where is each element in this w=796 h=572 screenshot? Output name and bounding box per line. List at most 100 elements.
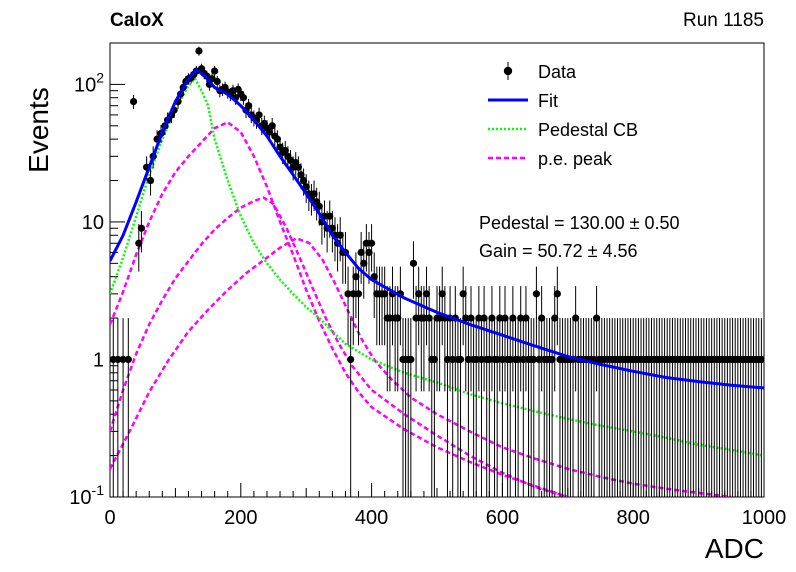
data-point (354, 266, 363, 346)
legend-label: p.e. peak (538, 149, 613, 169)
data-point (135, 224, 143, 272)
data-marker (456, 355, 465, 364)
data-point (365, 231, 373, 284)
data-point (394, 286, 402, 392)
data-marker (294, 163, 302, 171)
data-marker (459, 290, 467, 298)
data-marker (124, 355, 132, 364)
data-point (548, 318, 556, 497)
data-marker (472, 355, 480, 364)
data-marker (354, 290, 363, 298)
data-marker (532, 290, 541, 298)
y-axis-title: Events (23, 87, 54, 173)
data-marker (352, 273, 360, 281)
data-point (449, 318, 457, 497)
data-marker (349, 290, 357, 298)
data-marker (211, 67, 219, 75)
legend-entry: p.e. peak (488, 149, 613, 169)
data-point (456, 318, 465, 497)
data-marker (326, 212, 334, 220)
data-marker (572, 314, 580, 322)
data-point (592, 286, 601, 392)
data-point (757, 318, 764, 497)
data-point (519, 318, 527, 497)
pe-peak-curve (110, 196, 569, 497)
data-point (119, 318, 127, 497)
data-marker (464, 355, 472, 364)
data-point (538, 286, 546, 392)
data-marker (394, 314, 402, 322)
data-point (488, 286, 496, 392)
data-point (572, 286, 580, 392)
data-point (211, 65, 219, 77)
y-tick-label: 102 (74, 69, 104, 96)
data-marker (592, 314, 601, 322)
data-marker (438, 290, 446, 298)
pedestal-annotation: Pedestal = 130.00 ± 0.50 (479, 213, 680, 233)
data-marker (310, 190, 318, 198)
data-point (496, 286, 504, 392)
x-tick-label: 800 (617, 507, 650, 529)
data-marker (265, 128, 274, 136)
data-point (381, 266, 389, 346)
legend-entry: Data (503, 62, 577, 82)
data-point (501, 286, 509, 392)
data-point (532, 266, 541, 346)
y-tick-label: 10 (82, 212, 104, 234)
data-point (213, 75, 221, 88)
data-marker (498, 355, 506, 364)
data-point (464, 318, 472, 497)
data-point (255, 107, 263, 124)
data-point (146, 168, 155, 196)
data-marker (245, 102, 253, 110)
data-marker (360, 259, 368, 267)
data-marker (517, 314, 525, 322)
data-marker (344, 290, 352, 298)
data-marker (213, 77, 221, 86)
data-point (360, 241, 368, 299)
data-point (357, 231, 365, 284)
data-point (498, 318, 506, 497)
data-marker (443, 355, 452, 364)
legend-label: Fit (538, 91, 558, 111)
data-point (425, 286, 433, 392)
data-point (472, 318, 480, 497)
data-marker (509, 314, 517, 322)
data-marker (477, 355, 486, 364)
data-marker (530, 355, 538, 364)
data-marker (129, 97, 138, 106)
data-point (477, 318, 486, 497)
data-point (422, 266, 431, 346)
data-point (344, 266, 352, 346)
x-tick-label: 600 (486, 507, 519, 529)
data-point (349, 266, 357, 346)
data-point (268, 117, 276, 135)
y-tick-label: 10-1 (69, 482, 104, 509)
data-point (514, 318, 522, 497)
fit-curve (110, 67, 764, 390)
run-label: Run 1185 (683, 10, 764, 31)
data-marker (255, 111, 263, 119)
legend-entry: Pedestal CB (488, 120, 638, 140)
data-point (506, 318, 514, 497)
x-axis: 0 200 400 600 800 1000 (104, 483, 786, 529)
data-point (443, 318, 452, 497)
data-marker (462, 314, 470, 322)
data-marker (449, 355, 457, 364)
data-marker (347, 355, 355, 364)
data-marker (519, 355, 527, 364)
data-marker (488, 314, 496, 322)
data-point (420, 286, 428, 392)
data-marker (362, 239, 370, 247)
data-point (347, 318, 355, 497)
data-marker (195, 47, 203, 55)
data-marker (553, 290, 561, 298)
data-marker (485, 355, 493, 364)
data-marker (357, 248, 365, 257)
data-point (124, 318, 132, 497)
data-point (551, 286, 559, 392)
legend-label: Pedestal CB (538, 120, 638, 140)
x-tick-label: 200 (224, 507, 257, 529)
data-marker (297, 171, 305, 179)
